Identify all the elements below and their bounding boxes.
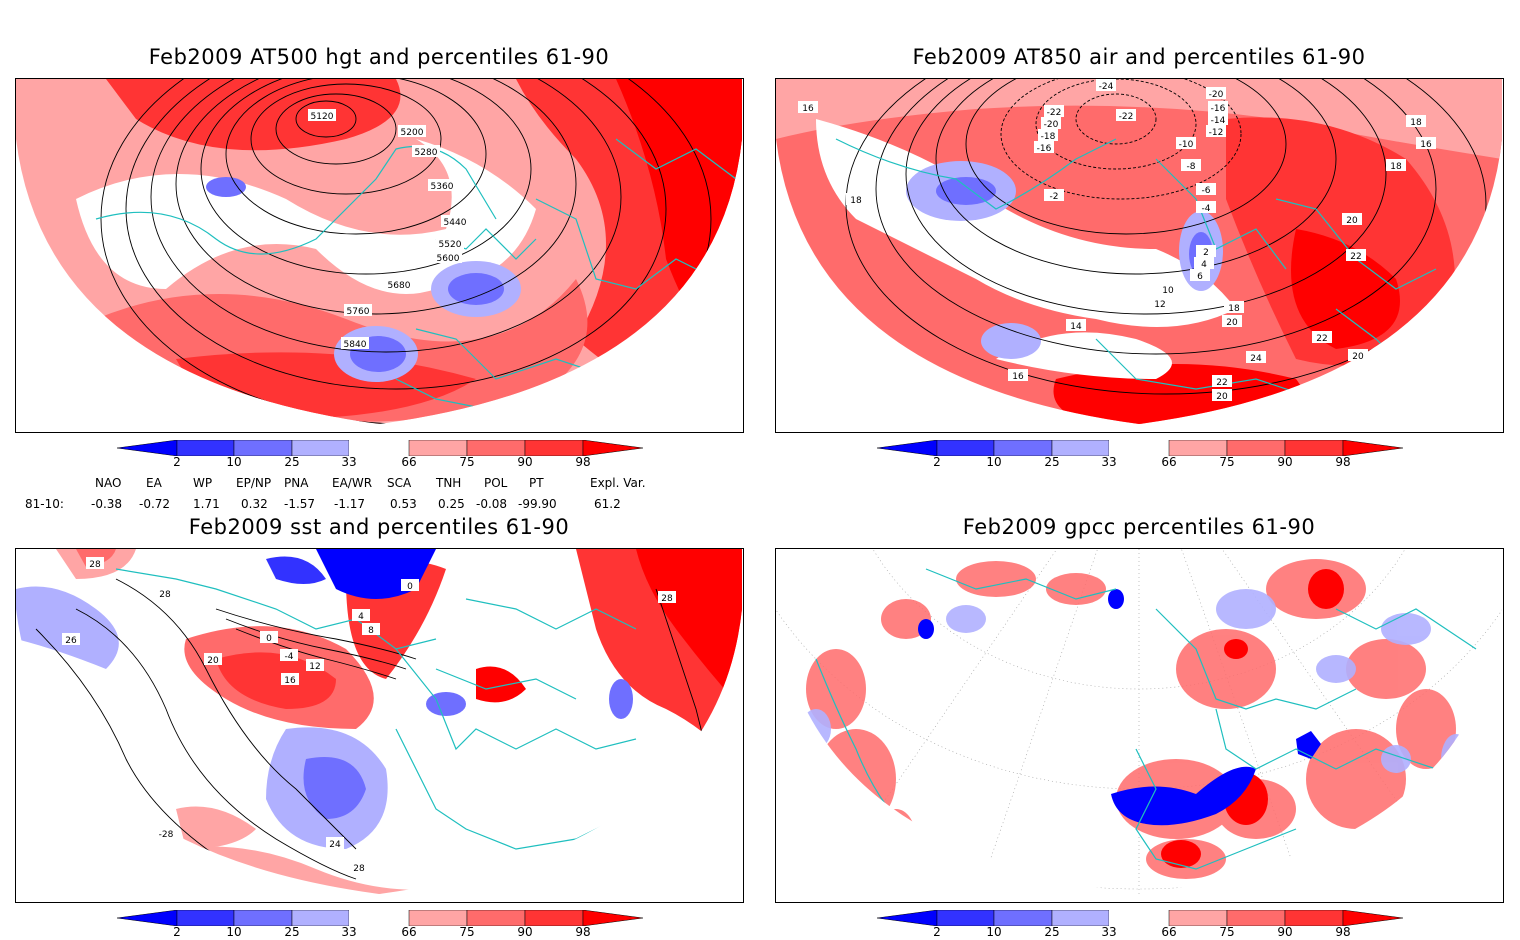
svg-text:-28: -28 [159, 830, 174, 840]
svg-text:-16: -16 [1211, 104, 1226, 114]
index-value-wp: 1.71 [193, 497, 220, 511]
panel-title-sst: Feb2009 sst and percentiles 61-90 [188, 515, 570, 539]
svg-text:-4: -4 [1202, 204, 1211, 214]
index-header-nao: NAO [95, 476, 122, 490]
panel-title-air: Feb2009 AT850 air and percentiles 61-90 [912, 45, 1366, 69]
svg-text:8: 8 [368, 626, 374, 636]
index-value-eawr: -1.17 [334, 497, 366, 511]
svg-text:22: 22 [1350, 252, 1361, 262]
index-row-label: 81-10: [25, 497, 64, 511]
svg-text:14: 14 [1070, 322, 1082, 332]
index-value-explvar: 61.2 [594, 497, 621, 511]
svg-text:-6: -6 [1202, 186, 1211, 196]
svg-text:18: 18 [850, 196, 862, 206]
index-header-pt: PT [529, 476, 544, 490]
svg-text:4: 4 [358, 612, 364, 622]
colorbar-top-right: 2 10 25 33 66 75 90 98 [876, 439, 1404, 470]
svg-text:24: 24 [1250, 354, 1262, 364]
index-header-wp: WP [193, 476, 213, 490]
index-header-pol: POL [484, 476, 508, 490]
map-sst: 28 26 28 20 16 12 8 4 0 0 -4 28 24 -28 2… [15, 548, 744, 903]
index-value-pol: -0.08 [476, 497, 508, 511]
svg-text:-10: -10 [1179, 140, 1194, 150]
svg-text:-16: -16 [1037, 144, 1052, 154]
svg-text:18: 18 [1410, 118, 1422, 128]
panel-title-hgt: Feb2009 AT500 hgt and percentiles 61-90 [148, 45, 610, 69]
svg-text:6: 6 [1197, 272, 1203, 282]
svg-text:28: 28 [89, 560, 101, 570]
svg-text:-14: -14 [1211, 116, 1226, 126]
svg-text:28: 28 [159, 590, 171, 600]
index-value-sca: 0.53 [390, 497, 417, 511]
svg-text:16: 16 [1012, 372, 1024, 382]
svg-text:0: 0 [266, 634, 272, 644]
svg-text:-4: -4 [285, 652, 294, 662]
svg-text:5840: 5840 [344, 340, 367, 350]
svg-text:24: 24 [329, 840, 341, 850]
svg-text:20: 20 [1346, 216, 1358, 226]
svg-text:20: 20 [1226, 318, 1238, 328]
svg-text:4: 4 [1201, 260, 1207, 270]
index-header-sca: SCA [387, 476, 412, 490]
svg-text:16: 16 [284, 676, 296, 686]
svg-text:-12: -12 [1209, 128, 1224, 138]
svg-text:-8: -8 [1187, 162, 1196, 172]
panel-title-gpcc: Feb2009 gpcc percentiles 61-90 [962, 515, 1316, 539]
svg-text:5520: 5520 [439, 240, 462, 250]
svg-text:-2: -2 [1050, 192, 1059, 202]
svg-text:2: 2 [1203, 248, 1209, 258]
index-value-tnh: 0.25 [438, 497, 465, 511]
map-air: 16 -24 -22 -22 -20 -18 -16 -20 -16 -14 -… [775, 78, 1504, 433]
svg-text:5600: 5600 [437, 254, 460, 264]
svg-text:5200: 5200 [401, 128, 424, 138]
svg-text:-18: -18 [1041, 132, 1056, 142]
svg-text:-22: -22 [1047, 108, 1062, 118]
index-value-ea: -0.72 [139, 497, 171, 511]
index-header-tnh: TNH [436, 476, 462, 490]
svg-text:26: 26 [65, 636, 77, 646]
svg-text:22: 22 [1216, 378, 1227, 388]
index-header-explvar: Expl. Var. [590, 476, 646, 490]
svg-text:22: 22 [1316, 334, 1327, 344]
svg-text:0: 0 [407, 582, 413, 592]
index-header-eawr: EA/WR [332, 476, 373, 490]
index-value-nao: -0.38 [91, 497, 123, 511]
svg-text:5280: 5280 [415, 148, 438, 158]
svg-text:18: 18 [1228, 304, 1240, 314]
index-value-epnp: 0.32 [241, 497, 268, 511]
svg-text:18: 18 [1390, 162, 1402, 172]
colorbar-bottom-right: 2 10 25 33 66 75 90 98 [876, 909, 1404, 940]
svg-text:12: 12 [1154, 300, 1165, 310]
svg-text:28: 28 [661, 594, 673, 604]
svg-text:16: 16 [802, 104, 814, 114]
svg-text:20: 20 [1216, 392, 1228, 402]
index-header-ea: EA [146, 476, 162, 490]
svg-text:5360: 5360 [431, 182, 454, 192]
svg-text:5760: 5760 [347, 307, 370, 317]
colorbar-top-left: 2 10 25 33 66 75 90 98 [116, 439, 644, 470]
svg-text:5120: 5120 [311, 112, 334, 122]
svg-text:20: 20 [1352, 352, 1364, 362]
index-value-pt: -99.90 [518, 497, 557, 511]
map-hgt: 5120 5200 5280 5360 5440 5520 5600 5680 … [15, 78, 744, 433]
svg-text:-20: -20 [1209, 90, 1224, 100]
svg-text:-24: -24 [1099, 82, 1114, 92]
svg-text:12: 12 [309, 662, 320, 672]
svg-text:20: 20 [207, 656, 219, 666]
colorbar-bottom-left: 2 10 25 33 66 75 90 98 [116, 909, 644, 940]
svg-text:5680: 5680 [388, 281, 411, 291]
index-header-epnp: EP/NP [236, 476, 272, 490]
svg-text:10: 10 [1162, 286, 1174, 296]
index-header-pna: PNA [284, 476, 309, 490]
svg-text:28: 28 [353, 864, 365, 874]
index-value-pna: -1.57 [284, 497, 316, 511]
map-gpcc [775, 548, 1504, 903]
svg-text:-20: -20 [1044, 120, 1059, 130]
svg-text:5440: 5440 [444, 218, 467, 228]
svg-text:-22: -22 [1119, 112, 1134, 122]
svg-text:16: 16 [1420, 140, 1432, 150]
